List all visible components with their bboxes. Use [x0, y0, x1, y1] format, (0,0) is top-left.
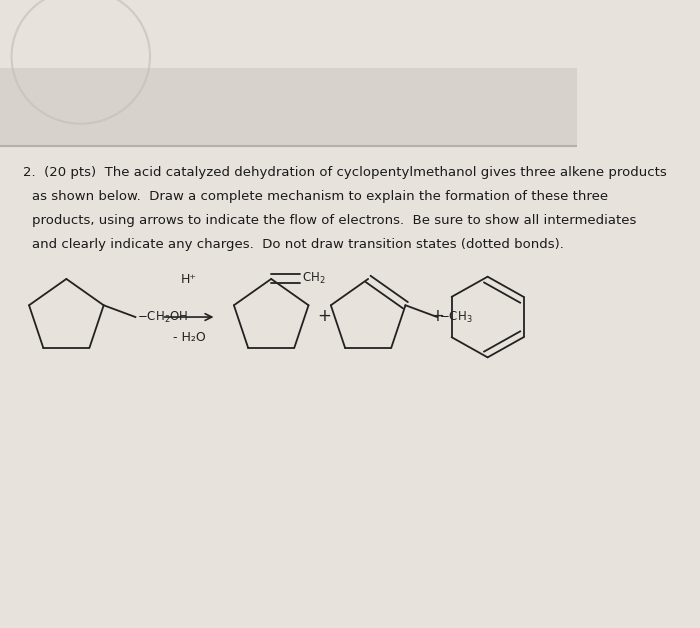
- Text: H⁺: H⁺: [181, 273, 197, 286]
- Text: and clearly indicate any charges.  Do not draw transition states (dotted bonds).: and clearly indicate any charges. Do not…: [32, 238, 564, 251]
- Text: as shown below.  Draw a complete mechanism to explain the formation of these thr: as shown below. Draw a complete mechanis…: [32, 190, 608, 203]
- Text: products, using arrows to indicate the flow of electrons.  Be sure to show all i: products, using arrows to indicate the f…: [32, 214, 636, 227]
- Text: $\mathregular{-CH_3}$: $\mathregular{-CH_3}$: [439, 310, 472, 325]
- Text: +: +: [317, 307, 331, 325]
- Text: $\mathregular{CH_2}$: $\mathregular{CH_2}$: [302, 271, 326, 286]
- Bar: [0, 68, 577, 146]
- Text: - H₂O: - H₂O: [173, 331, 205, 344]
- Text: 2.  (20 pts)  The acid catalyzed dehydration of cyclopentylmethanol gives three : 2. (20 pts) The acid catalyzed dehydrati…: [23, 166, 667, 179]
- Text: $\mathregular{-CH_2OH}$: $\mathregular{-CH_2OH}$: [137, 310, 188, 325]
- Text: +: +: [430, 307, 444, 325]
